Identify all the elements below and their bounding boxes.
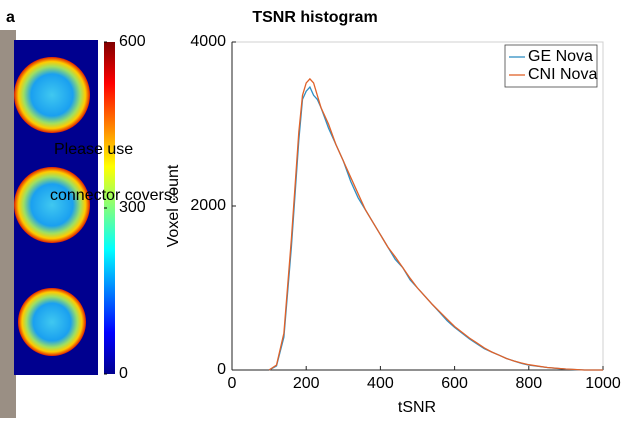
legend-label: CNI Nova <box>528 66 597 83</box>
x-tick-label: 800 <box>515 375 542 392</box>
legend-box <box>504 44 598 88</box>
x-tick-label: 200 <box>293 375 320 392</box>
tsnr-map <box>14 57 90 133</box>
plot-frame <box>231 41 604 371</box>
colorbar-tick-label: 0 <box>119 365 128 382</box>
tsnr-map <box>14 167 90 243</box>
series-line <box>268 77 603 371</box>
y-axis-label: Voxel count <box>165 164 182 247</box>
photo-edge <box>0 30 16 418</box>
y-tick-label: 0 <box>217 361 226 378</box>
legend-label: GE Nova <box>528 48 593 65</box>
colorbar <box>104 42 115 374</box>
x-tick-label: 600 <box>441 375 468 392</box>
y-tick-label: 2000 <box>190 197 226 214</box>
panel-label: a <box>6 9 15 26</box>
y-tick-label: 4000 <box>190 33 226 50</box>
colorbar-tick-label: 600 <box>119 33 146 50</box>
series-line <box>268 85 603 371</box>
overlay-text: connector covers! <box>50 187 176 204</box>
colorbar-tick-label: 300 <box>119 199 146 216</box>
tsnr-map <box>18 288 86 356</box>
chart-title: TSNR histogram <box>252 9 377 26</box>
x-tick-label: 1000 <box>585 375 621 392</box>
overlay-text: Please use <box>54 141 133 158</box>
x-tick-label: 400 <box>367 375 394 392</box>
x-axis-label: tSNR <box>398 399 436 416</box>
x-tick-label: 0 <box>228 375 237 392</box>
